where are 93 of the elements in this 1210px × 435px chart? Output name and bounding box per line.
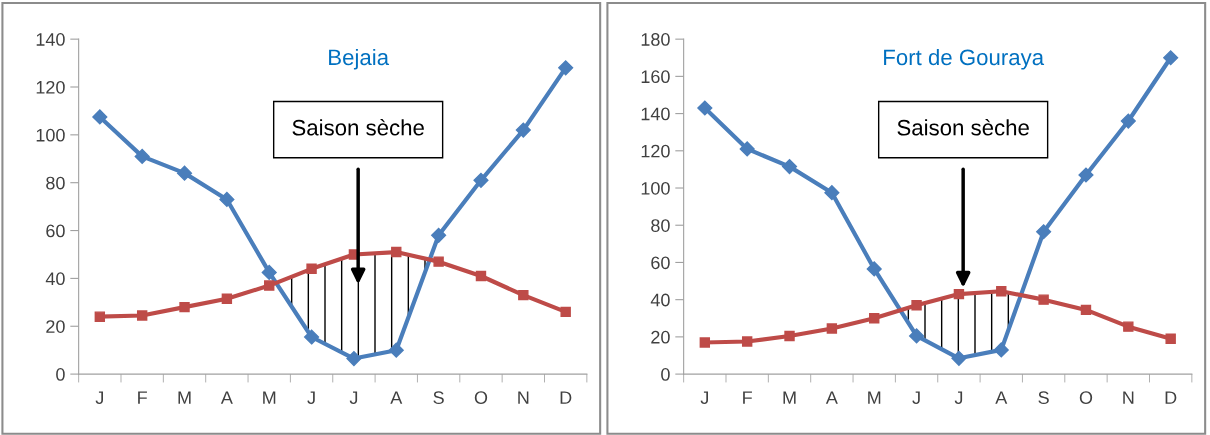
x-tick-label: A [995, 391, 1008, 404]
point [909, 328, 925, 344]
y-tick-label: 120 [641, 144, 670, 158]
x-tick-label: O [474, 391, 488, 405]
point [951, 350, 967, 366]
y-tick-label: 160 [641, 70, 670, 84]
y-tick-label: 100 [641, 181, 670, 195]
point [741, 336, 753, 347]
point [911, 300, 922, 311]
point [475, 270, 487, 282]
point [518, 289, 529, 301]
y-tick-label: 100 [36, 128, 65, 142]
point [221, 293, 233, 304]
point [781, 159, 798, 175]
point [176, 165, 193, 181]
point [697, 100, 713, 116]
x-tick-label: N [1123, 391, 1134, 404]
x-tick-label: F [138, 391, 147, 404]
point [739, 141, 755, 157]
point [388, 342, 404, 358]
point [1078, 167, 1094, 183]
x-tick-label: D [1165, 391, 1177, 404]
x-tick-label: J [954, 391, 963, 405]
y-tick-label: 180 [641, 33, 670, 46]
x-tick-label: J [912, 391, 920, 405]
x-tick-label: D [560, 391, 572, 404]
x-tick-label: M [178, 391, 191, 404]
point [866, 261, 882, 277]
x-tick-label: A [390, 391, 403, 404]
x-tick-label: J [307, 391, 315, 405]
point [264, 280, 275, 291]
y-tick-label: 40 [45, 272, 65, 286]
annotation: Saison sèche [897, 118, 1029, 136]
point [92, 109, 108, 125]
point [1036, 224, 1052, 240]
y-tick-label: 140 [641, 107, 670, 121]
point [1038, 294, 1049, 305]
point [1165, 333, 1176, 344]
point [1120, 113, 1136, 129]
x-tick-label: S [433, 391, 444, 405]
y-tick-label: 0 [661, 368, 670, 381]
point [993, 342, 1009, 358]
annotation: Saison sèche [292, 118, 424, 136]
x-tick-label: J [349, 391, 358, 405]
point [431, 227, 447, 243]
y-tick-label: 40 [650, 293, 670, 307]
point [560, 306, 571, 318]
point [869, 313, 880, 324]
y-tick-label: 60 [651, 256, 670, 270]
point [953, 288, 965, 300]
y-tick-label: 80 [651, 219, 670, 232]
x-tick-label: S [1038, 391, 1049, 405]
point [784, 330, 795, 342]
point [304, 329, 320, 345]
y-tick-label: 20 [651, 330, 670, 344]
point [824, 185, 840, 201]
x-tick-label: O [1079, 391, 1093, 405]
y-tick-label: 140 [36, 33, 65, 46]
point [826, 323, 838, 334]
x-tick-label: J [95, 391, 103, 405]
chart-title: Fort de Gouraya [884, 48, 1045, 70]
point [134, 148, 150, 164]
point [1080, 304, 1092, 316]
point [558, 60, 574, 76]
point [306, 263, 317, 275]
point [179, 301, 190, 313]
x-tick-label: N [518, 391, 529, 404]
x-tick-label: A [825, 391, 838, 404]
x-tick-label: M [263, 391, 276, 404]
x-tick-label: F [743, 391, 752, 404]
point [433, 256, 444, 267]
point [699, 337, 711, 348]
x-tick-label: A [220, 391, 233, 404]
point [94, 311, 106, 322]
y-tick-label: 60 [46, 224, 65, 238]
point [1163, 50, 1179, 66]
point [261, 264, 277, 280]
point [1123, 321, 1134, 332]
point [136, 310, 148, 321]
point [346, 350, 362, 367]
x-tick-label: J [700, 391, 708, 405]
chart-title: Bejaia [329, 48, 390, 70]
x-tick-label: M [868, 391, 881, 404]
x-tick-label: M [783, 391, 796, 404]
y-tick-label: 0 [56, 368, 65, 381]
point [515, 122, 531, 138]
y-tick-label: 20 [46, 320, 65, 333]
point [219, 191, 235, 208]
y-tick-label: 80 [46, 176, 65, 190]
point [996, 286, 1007, 297]
point [473, 172, 489, 188]
point [391, 246, 402, 258]
y-tick-label: 120 [36, 80, 65, 94]
